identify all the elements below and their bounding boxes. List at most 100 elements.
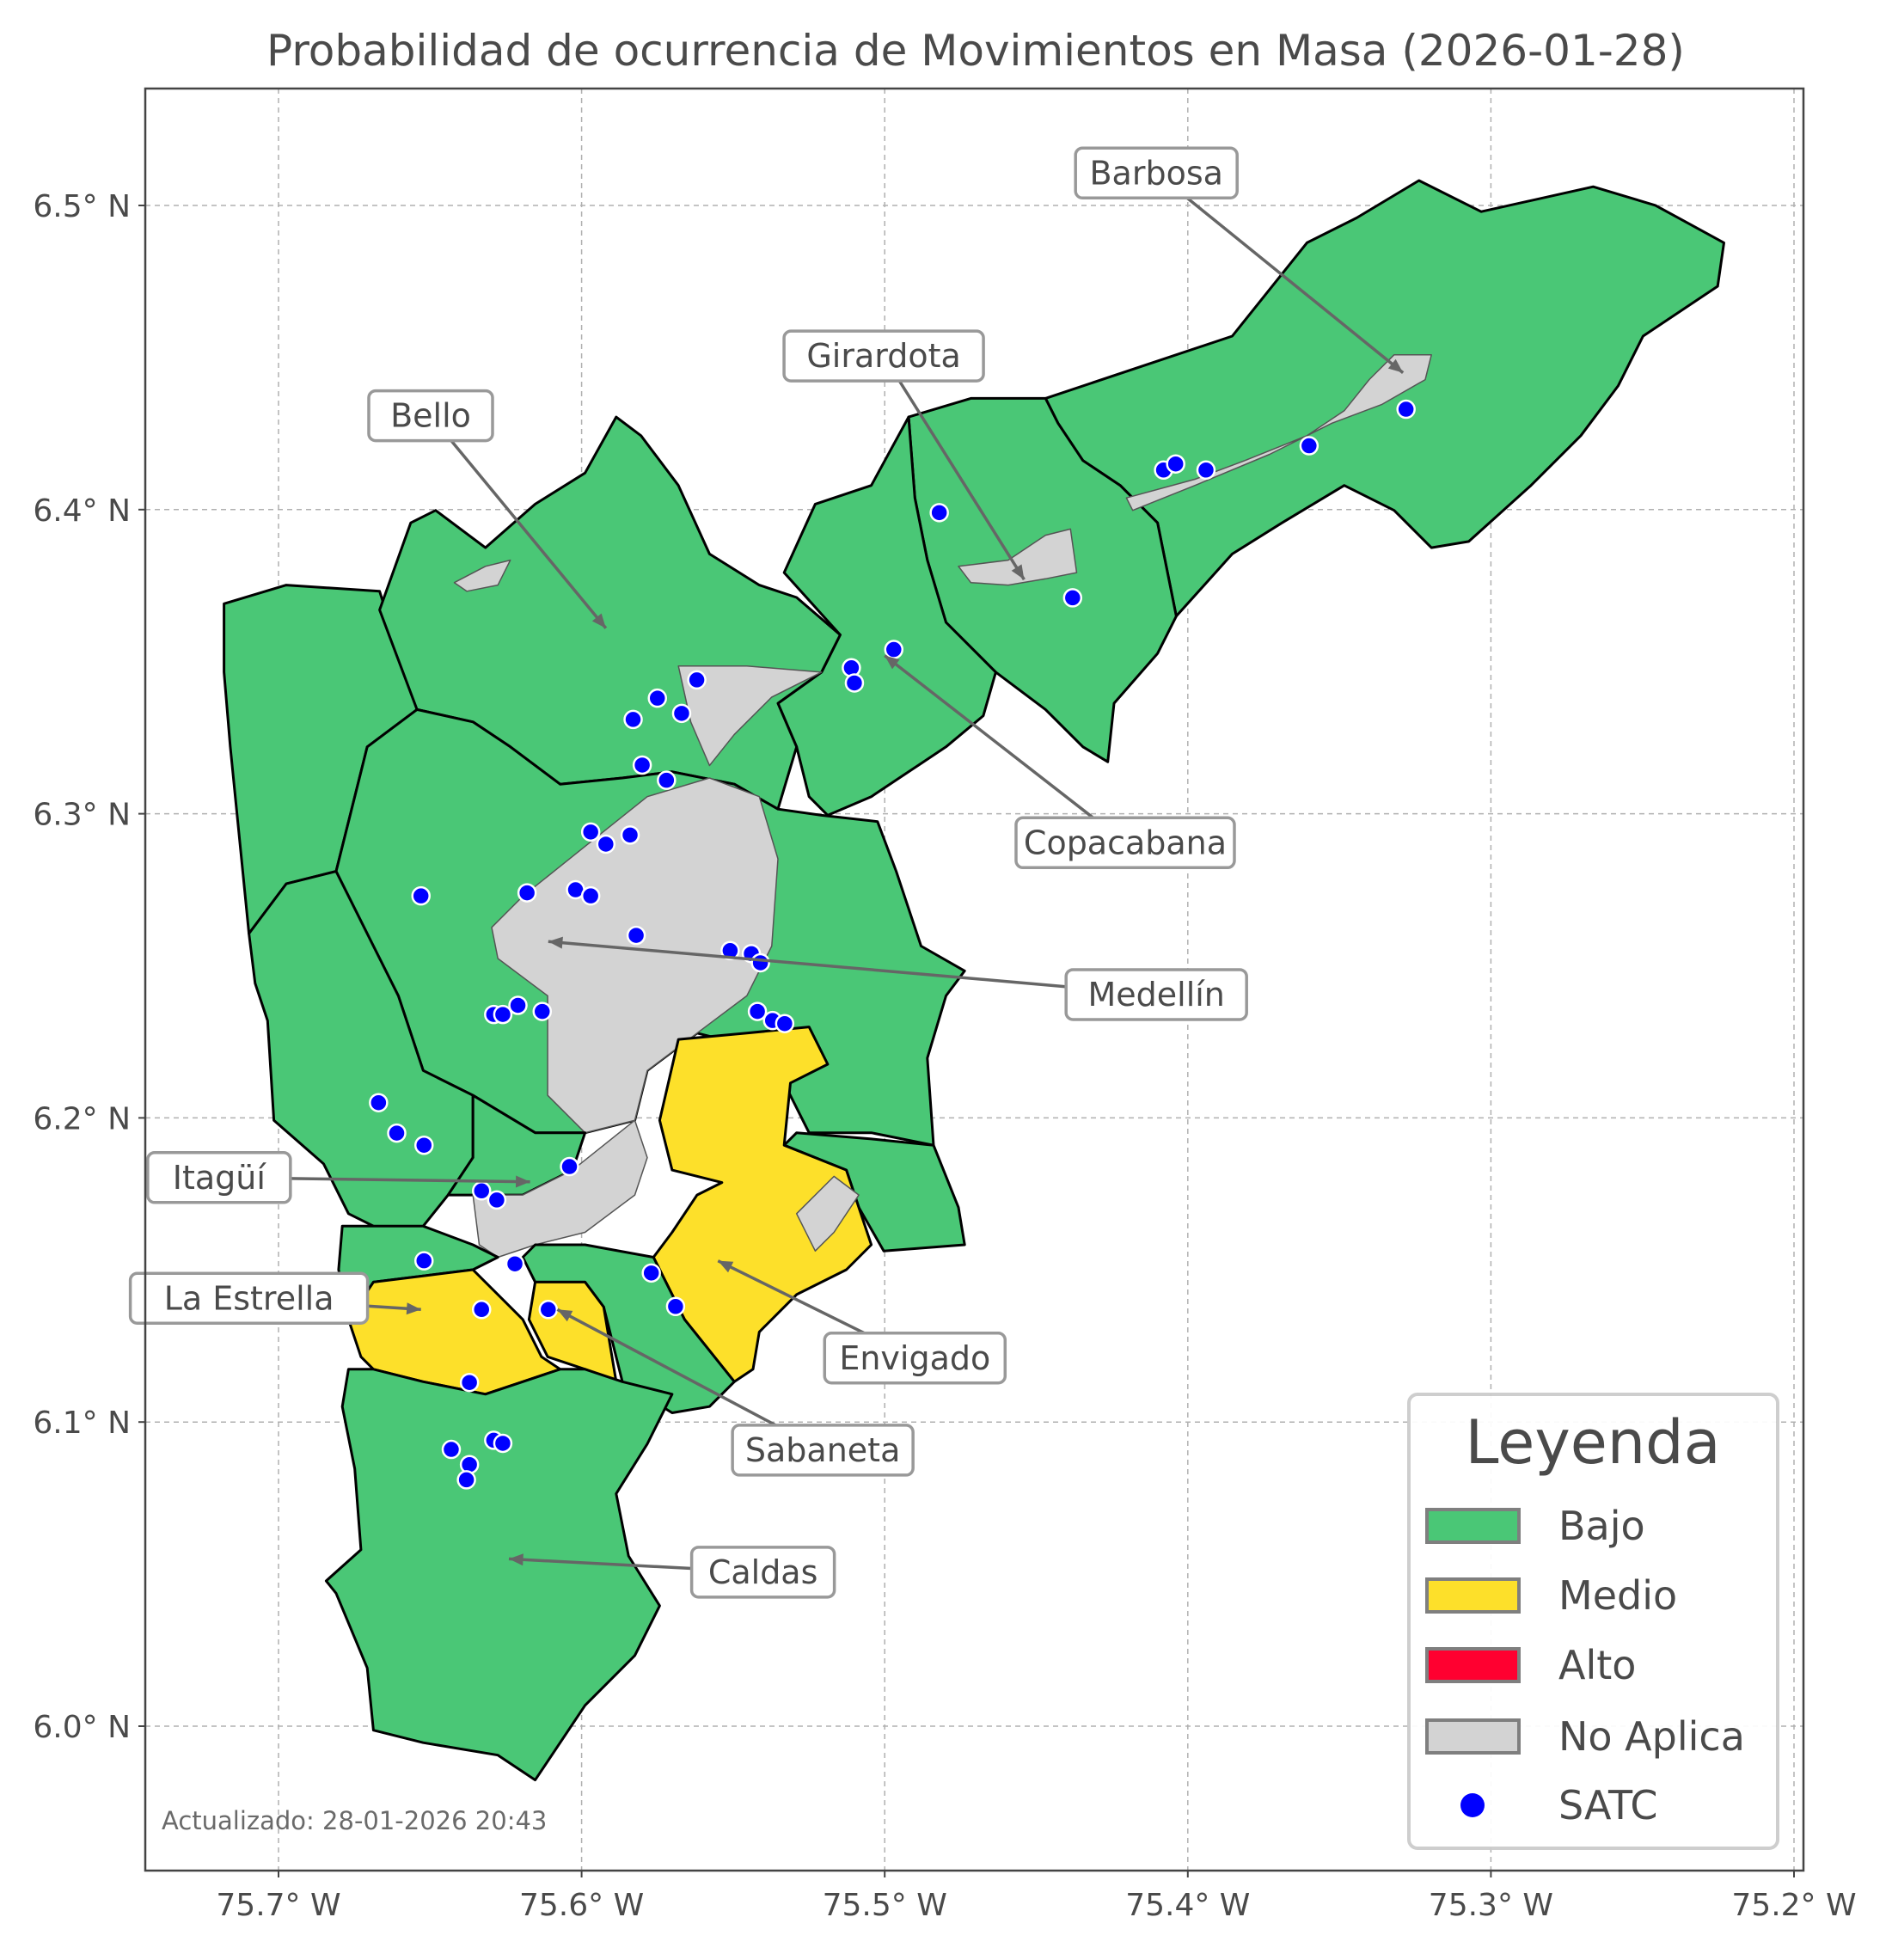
municipality-grey-bello-n [453, 559, 511, 592]
satc-point [844, 673, 865, 693]
satc-point [493, 1004, 513, 1025]
annotation-arrow [1155, 171, 1405, 374]
municipality-grey-girardota [958, 528, 1078, 586]
satc-point [687, 670, 707, 690]
axis-ticks: 75.7° W 75.6° W 75.5° W 75.4° W 75.3° W 75.2°… [33, 189, 1856, 1923]
y-tick-label: 6.5° N [33, 189, 131, 224]
legend-swatch-medio [1425, 1577, 1521, 1614]
satc-point [580, 885, 601, 906]
annotation-label: Itagüí [173, 1159, 267, 1197]
satc-point [632, 755, 652, 775]
annotation-arrow [882, 355, 1026, 581]
annotation-label: Sabaneta [745, 1431, 900, 1469]
y-tick-label: 6.3° N [33, 798, 131, 833]
legend-swatch-bajo [1425, 1508, 1521, 1544]
annotation-label: Barbosa [1089, 154, 1222, 192]
legend-label: Medio [1558, 1572, 1677, 1619]
arrowhead-icon [885, 655, 900, 670]
satc-point [1299, 436, 1320, 456]
municipality-medell-n-urban [491, 777, 779, 1134]
annotation-label: Copacabana [1024, 824, 1227, 861]
arrowhead-icon [508, 1553, 524, 1566]
municipality-caldas [324, 1368, 674, 1782]
satc-point [647, 688, 667, 708]
legend-swatch-alto [1425, 1647, 1521, 1683]
x-tick-label: 75.4° W [1125, 1888, 1250, 1923]
satc-points [369, 399, 1416, 1490]
legend-marker-satc [1460, 1793, 1485, 1817]
annotation-label: Bello [390, 397, 471, 435]
satc-point [884, 640, 904, 659]
x-tick-label: 75.3° W [1429, 1888, 1553, 1923]
satc-point [596, 834, 616, 854]
satc-point [560, 1156, 579, 1177]
annotation-arrow [429, 414, 608, 629]
satc-point [747, 1001, 768, 1021]
satc-point [411, 885, 431, 906]
municipality-envigado [652, 1026, 873, 1383]
legend-label: SATC [1558, 1782, 1657, 1828]
satc-point [517, 883, 537, 903]
arrowhead-icon [557, 1309, 573, 1322]
satc-point [929, 503, 949, 523]
satc-point [413, 1251, 434, 1271]
arrowhead-icon [515, 1175, 530, 1188]
satc-point [720, 940, 740, 961]
satc-point [641, 1263, 661, 1283]
axes-frame [144, 87, 1805, 1872]
legend-swatch-no-aplica [1425, 1718, 1521, 1755]
annotation-arrow [884, 654, 1127, 844]
arrowhead-icon [718, 1260, 734, 1273]
satc-point [626, 925, 646, 946]
annotation-label: Envigado [839, 1339, 990, 1377]
annotation-box [146, 1151, 292, 1204]
annotation-box [731, 1424, 915, 1477]
annotation-arrow [548, 940, 1157, 996]
updated-timestamp: Actualizado: 28-01-2026 20:43 [162, 1806, 547, 1835]
satc-point [493, 1433, 513, 1454]
annotation-label: Girardota [806, 337, 960, 375]
municipality-grey-bello [677, 665, 823, 767]
annotation-box [782, 329, 985, 383]
satc-point [413, 1135, 434, 1155]
arrowhead-icon [1387, 358, 1404, 373]
satc-point [1062, 588, 1083, 608]
annotation-box [1064, 968, 1248, 1021]
x-tick-label: 75.6° W [519, 1888, 644, 1923]
annotation-box [128, 1271, 370, 1326]
arrowhead-icon [406, 1302, 421, 1315]
annotation-box [823, 1332, 1007, 1385]
annotations: Barbosa Girardota Bello Copacabana Medellín I… [128, 146, 1405, 1599]
annotation-box [1014, 816, 1236, 870]
satc-point [387, 1123, 407, 1143]
satc-point [657, 770, 677, 790]
y-tick-label: 6.4° N [33, 493, 131, 529]
satc-point [750, 952, 770, 973]
x-tick-label: 75.5° W [823, 1888, 947, 1923]
annotation-label: La Estrella [164, 1279, 334, 1317]
satc-point [369, 1093, 389, 1112]
legend-label: Alto [1558, 1642, 1636, 1688]
satc-point [508, 995, 528, 1015]
satc-point [505, 1253, 525, 1274]
annotation-box [689, 1546, 836, 1599]
annotation-label: Caldas [708, 1553, 818, 1591]
satc-point [580, 822, 601, 842]
satc-point [471, 1300, 492, 1320]
satc-point [1396, 399, 1416, 420]
satc-point [1166, 454, 1185, 474]
legend-title: Leyenda [1465, 1407, 1720, 1478]
y-tick-label: 6.0° N [33, 1710, 131, 1745]
legend-label: Bajo [1558, 1503, 1645, 1549]
satc-point [538, 1300, 559, 1320]
satc-point [459, 1372, 480, 1393]
satc-point [441, 1439, 462, 1460]
satc-point [671, 703, 692, 724]
legend-label: No Aplica [1558, 1713, 1745, 1760]
satc-point [775, 1014, 795, 1033]
annotation-label: Medellín [1087, 976, 1224, 1014]
x-tick-label: 75.2° W [1731, 1888, 1856, 1923]
satc-point [623, 709, 643, 730]
satc-point [620, 825, 640, 845]
